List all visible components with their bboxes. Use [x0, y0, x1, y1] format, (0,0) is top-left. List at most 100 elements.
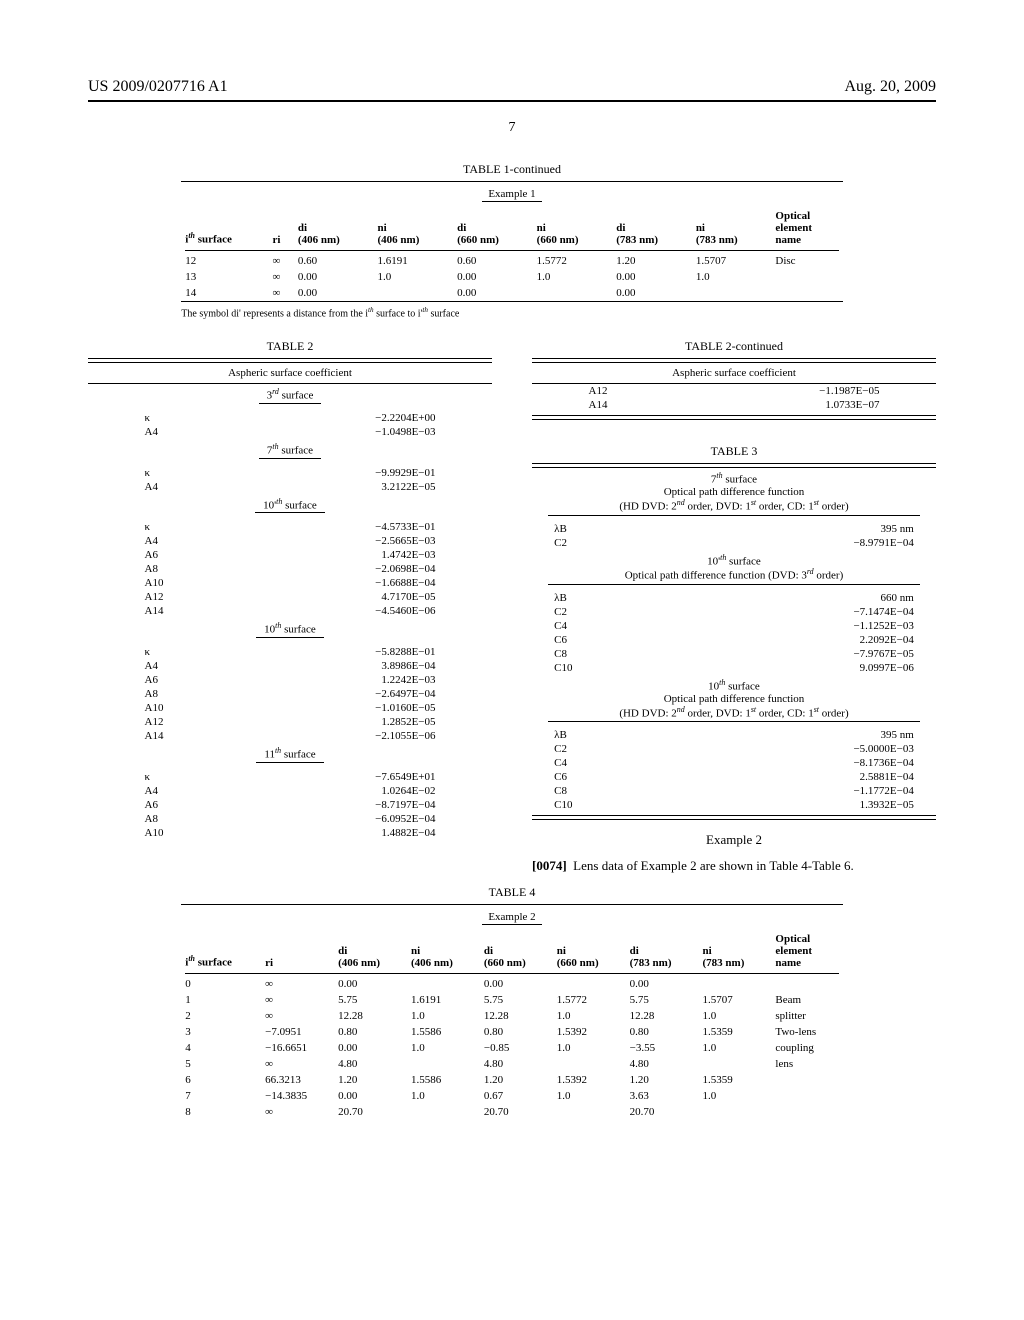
table-row: C62.5881E−04 [548, 770, 920, 784]
table-cell: 5 [181, 1056, 261, 1072]
table-cell: 1.6191 [407, 992, 480, 1008]
table-cell [553, 1056, 626, 1072]
coeff-label: κ [139, 411, 230, 425]
table-cell: 1.0 [553, 1040, 626, 1056]
table-cell: Two-lens [771, 1024, 842, 1040]
table-cell: 1.0 [699, 1008, 772, 1024]
table-row: κ−9.9929E−01 [139, 466, 442, 480]
coeff-label: A4 [139, 784, 230, 798]
table-cell: 0.00 [480, 976, 553, 992]
table-cell: 1.20 [626, 1072, 699, 1088]
coeff-value: −1.0498E−03 [229, 425, 441, 439]
paragraph-text: Lens data of Example 2 are shown in Tabl… [573, 858, 854, 873]
table-row: 3−7.09510.801.55860.801.53920.801.5359Tw… [181, 1024, 842, 1040]
coeff-label: A12 [139, 590, 230, 604]
coeff-label: A12 [583, 384, 674, 398]
table-cell [407, 976, 480, 992]
coeff-label: A6 [139, 798, 230, 812]
table-cell: 12.28 [626, 1008, 699, 1024]
table-row: A10−1.6688E−04 [139, 576, 442, 590]
coeff-label: C4 [548, 619, 660, 633]
table-cell: 3.63 [626, 1088, 699, 1104]
coeff-label: A14 [583, 398, 674, 412]
coeff-label: A12 [139, 715, 230, 729]
coeff-value: 1.0264E−02 [229, 784, 441, 798]
table4-col-header: ni(406 nm) [407, 931, 480, 971]
table1-col-header: di(783 nm) [612, 208, 692, 248]
coeff-value: −9.9929E−01 [229, 466, 441, 480]
table-cell: 7 [181, 1088, 261, 1104]
table4-col-header: ri [261, 931, 334, 971]
table3-section-header: 10'th surfaceOptical path difference fun… [548, 550, 920, 585]
example2-heading: Example 2 [532, 832, 936, 848]
coeff-value: 3.2122E−05 [229, 480, 441, 494]
table-cell [771, 285, 842, 301]
coeff-value: −2.2204E+00 [229, 411, 441, 425]
table-cell [692, 285, 772, 301]
table-cell: 1.5392 [553, 1024, 626, 1040]
table1-col-header: ni(406 nm) [374, 208, 454, 248]
coeff-value: 1.4742E−03 [229, 548, 441, 562]
page-header: US 2009/0207716 A1 Aug. 20, 2009 [88, 78, 936, 96]
table-row: A141.0733E−07 [583, 398, 886, 412]
table-row: C8−1.1772E−04 [548, 784, 920, 798]
table-cell: 0.00 [612, 269, 692, 285]
table-row: C109.0997E−06 [548, 661, 920, 675]
table-cell [699, 976, 772, 992]
table-cell: 1.5707 [699, 992, 772, 1008]
table-row: A12−1.1987E−05 [583, 384, 886, 398]
coeff-value: 1.0733E−07 [673, 398, 885, 412]
table-row: C4−1.1252E−03 [548, 619, 920, 633]
coeff-label: κ [139, 520, 230, 534]
coeff-value: −2.1055E−06 [229, 729, 441, 743]
table1-col-header: ni(660 nm) [533, 208, 613, 248]
coeff-label: A4 [139, 534, 230, 548]
table-cell: 8 [181, 1104, 261, 1120]
table-cell: 0.00 [334, 1088, 407, 1104]
table-cell: 0.00 [453, 269, 533, 285]
table-row: A8−2.6497E−04 [139, 687, 442, 701]
coeff-label: λB [548, 728, 660, 742]
table-row: 8∞20.7020.7020.70 [181, 1104, 842, 1120]
table3-section-header: 10th surfaceOptical path difference func… [548, 675, 920, 722]
coeff-label: C4 [548, 756, 660, 770]
table-cell [699, 1104, 772, 1120]
table-cell: 1.5772 [553, 992, 626, 1008]
table1-col-header: di(406 nm) [294, 208, 374, 248]
table4-col-header: ni(783 nm) [699, 931, 772, 971]
table-cell: 4.80 [626, 1056, 699, 1072]
coeff-value: 9.0997E−06 [660, 661, 920, 675]
coeff-value: −5.8288E−01 [229, 645, 441, 659]
coeff-label: A10 [139, 576, 230, 590]
coeff-label: κ [139, 645, 230, 659]
table-cell: 1.0 [699, 1040, 772, 1056]
table-cell [374, 285, 454, 301]
surface-label: 7th surface [139, 439, 442, 460]
table-row: A124.7170E−05 [139, 590, 442, 604]
coeff-label: C8 [548, 647, 660, 661]
coeff-value: −6.0952E−04 [229, 812, 441, 826]
table-row: λB395 nm [548, 728, 920, 742]
coeff-label: C6 [548, 633, 660, 647]
coeff-value: 1.2242E−03 [229, 673, 441, 687]
table-cell: lens [771, 1056, 842, 1072]
table-row: A41.0264E−02 [139, 784, 442, 798]
table-cell: −3.55 [626, 1040, 699, 1056]
table-cell [771, 1072, 842, 1088]
coeff-value: −2.6497E−04 [229, 687, 441, 701]
table-cell: 1.5586 [407, 1024, 480, 1040]
table2-subtitle: Aspheric surface coefficient [88, 365, 492, 381]
table-cell: 20.70 [334, 1104, 407, 1120]
table2-continued: A12−1.1987E−05A141.0733E−07 [583, 384, 886, 412]
coeff-value: −7.9767E−05 [660, 647, 920, 661]
table3: 7th surfaceOptical path difference funct… [548, 468, 920, 812]
table-row: A10−1.0160E−05 [139, 701, 442, 715]
table-row: C62.2092E−04 [548, 633, 920, 647]
table-cell: −16.6651 [261, 1040, 334, 1056]
table-cell: 0.00 [612, 285, 692, 301]
table4-col-header: di(660 nm) [480, 931, 553, 971]
table-cell [533, 285, 613, 301]
table-cell: 1 [181, 992, 261, 1008]
table1: ith surfaceridi(406 nm)ni(406 nm)di(660 … [181, 208, 842, 301]
table-cell: 2 [181, 1008, 261, 1024]
